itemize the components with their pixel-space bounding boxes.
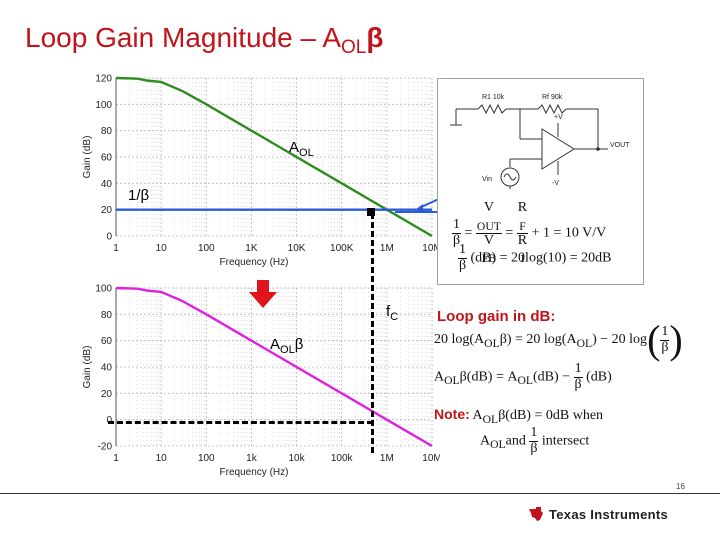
loop-gain-equation-1: 20 log(AOLβ) = 20 log(AOL) − 20 log(1 β) [434, 317, 683, 362]
x-axis-label: Frequency (Hz) [220, 467, 289, 478]
y-tick-label: 0 [106, 415, 112, 426]
x-tick-label: 1M [380, 453, 394, 464]
fc-dashed-marker [371, 213, 374, 453]
aol-beta-label: AOLβ [270, 336, 304, 356]
page-number: 16 [676, 482, 685, 491]
y-axis-label: Gain (dB) [82, 136, 93, 179]
x-tick-label: 10 [156, 243, 168, 254]
y-tick-label: 60 [101, 336, 113, 347]
y-tick-label: 40 [101, 179, 113, 190]
down-arrow-icon [249, 280, 277, 308]
beta-pointer-line [395, 211, 440, 213]
series-line-1 [115, 76, 433, 238]
y-tick-label: 0 [106, 232, 112, 243]
note-line-1: Note: AOLβ(dB) = 0dB when [434, 406, 604, 426]
vplus-label: +V [554, 114, 563, 121]
inv-beta-label: 1/β [128, 187, 150, 204]
x-tick-label: 10K [288, 243, 306, 254]
opamp-circuit-diagram: R1 10k Rf 90k +V -V VOUT Vin [450, 94, 630, 189]
fc-label: fC [386, 303, 399, 323]
x-tick-label: 100 [198, 453, 215, 464]
x-tick-label: 1K [245, 243, 258, 254]
zero-db-dashed-line [108, 421, 373, 424]
loop-gain-chart: -20 0 20 40 60 80 100 1 10 100 1k 10k 100k 1M 10M Frequ… [82, 284, 440, 479]
aol-label: AOL [289, 139, 314, 159]
x-tick-label: 100k [331, 453, 354, 464]
vout-label: VOUT [610, 142, 630, 149]
y-tick-label: 40 [101, 363, 113, 374]
x-axis-label: Frequency (Hz) [220, 257, 289, 268]
series-line-1 [115, 286, 433, 448]
x-tick-label: 10M [422, 453, 440, 464]
intersection-dot [367, 208, 375, 216]
x-tick-label: 10M [422, 243, 440, 254]
x-tick-label: 1 [113, 453, 119, 464]
y-tick-label: 20 [101, 205, 113, 216]
y-tick-label: 100 [95, 100, 112, 111]
ti-logo-icon [529, 507, 543, 521]
y-tick-label: 120 [95, 74, 112, 85]
x-tick-label: 1k [246, 453, 258, 464]
r1-label: R1 10k [482, 94, 505, 101]
y-tick-label: 60 [101, 153, 113, 164]
x-tick-label: 1M [380, 243, 394, 254]
ti-logo-text: Texas Instruments [549, 506, 669, 522]
x-tick-label: 10 [156, 453, 168, 464]
footer-bar [0, 493, 720, 541]
x-tick-label: 1 [113, 243, 119, 254]
loop-gain-heading: Loop gain in dB: [437, 308, 556, 325]
vminus-label: -V [552, 180, 559, 187]
rf-label: Rf 90k [542, 94, 563, 101]
y-tick-label: 100 [95, 284, 112, 295]
x-tick-label: 10k [289, 453, 306, 464]
y-tick-label: 80 [101, 126, 113, 137]
slide-title: Loop Gain Magnitude – AOLβ [25, 22, 384, 58]
x-tick-label: 100K [330, 243, 354, 254]
y-tick-label: 20 [101, 389, 113, 400]
x-tick-label: 100 [198, 243, 215, 254]
y-tick-label: -20 [98, 442, 113, 453]
y-tick-label: 80 [101, 310, 113, 321]
vin-label: Vin [482, 176, 492, 183]
ti-logo: Texas Instruments [527, 505, 668, 523]
y-axis-label: Gain (dB) [82, 346, 93, 389]
